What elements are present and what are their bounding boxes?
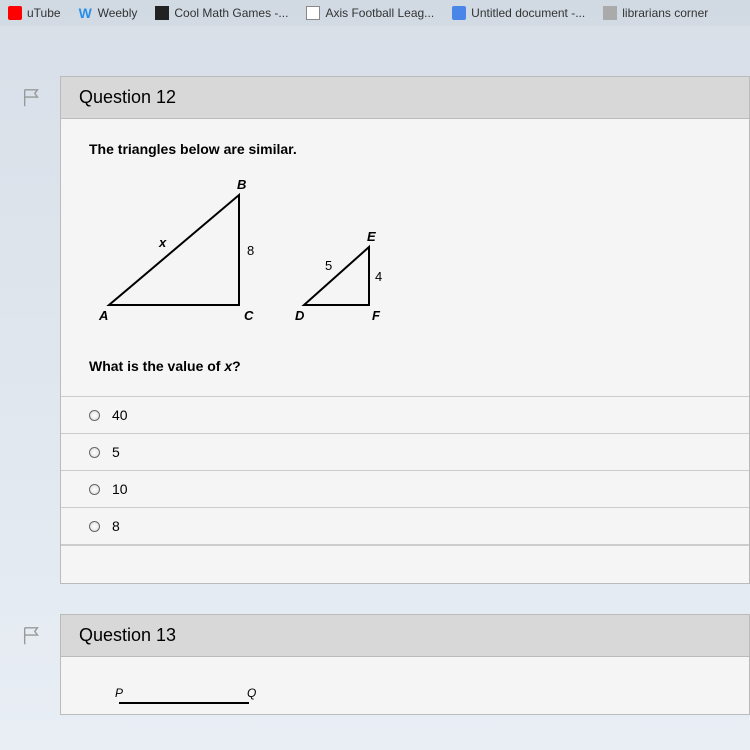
- content: Question 12 The triangles below are simi…: [0, 76, 750, 715]
- tri1-label-x: x: [158, 235, 167, 250]
- flag-icon: [21, 625, 43, 647]
- question-body: The triangles below are similar. B A C x…: [61, 119, 749, 396]
- option-8[interactable]: 8: [61, 507, 749, 545]
- tri1-label-8: 8: [247, 243, 254, 258]
- option-label: 10: [112, 481, 128, 497]
- axis-icon: [306, 6, 320, 20]
- option-10[interactable]: 10: [61, 470, 749, 507]
- bookmark-label: uTube: [27, 6, 61, 20]
- tri2-label-5: 5: [325, 258, 332, 273]
- tri2-label-d: D: [295, 308, 305, 323]
- bookmark-coolmath[interactable]: Cool Math Games -...: [155, 6, 288, 20]
- tri1-label-a: A: [98, 308, 108, 323]
- tri1-label-c: C: [244, 308, 254, 323]
- youtube-icon: [8, 6, 22, 20]
- bookmark-docs[interactable]: Untitled document -...: [452, 6, 585, 20]
- tri1-label-b: B: [237, 177, 246, 192]
- bookmark-label: Cool Math Games -...: [174, 6, 288, 20]
- question-title: Question 13: [61, 615, 749, 657]
- question-title: Question 12: [61, 77, 749, 119]
- flag-button[interactable]: [21, 87, 45, 111]
- radio-icon: [89, 410, 100, 421]
- bookmark-weebly[interactable]: W Weebly: [79, 6, 138, 20]
- bookmark-label: librarians corner: [622, 6, 708, 20]
- question-body: P Q: [61, 657, 749, 714]
- label-q: Q: [247, 686, 256, 700]
- bookmark-axis[interactable]: Axis Football Leag...: [306, 6, 434, 20]
- docs-icon: [452, 6, 466, 20]
- question-sub: What is the value of x?: [89, 358, 721, 374]
- label-p: P: [115, 686, 123, 700]
- bookmark-librarians[interactable]: librarians corner: [603, 6, 708, 20]
- option-5[interactable]: 5: [61, 433, 749, 470]
- flag-button[interactable]: [21, 625, 45, 649]
- option-40[interactable]: 40: [61, 396, 749, 433]
- question-12: Question 12 The triangles below are simi…: [60, 76, 750, 584]
- bookmark-label: Axis Football Leag...: [325, 6, 434, 20]
- flag-icon: [21, 87, 43, 109]
- spacer: [61, 545, 749, 583]
- question-13: Question 13 P Q: [60, 614, 750, 715]
- answer-options: 40 5 10 8: [61, 396, 749, 545]
- radio-icon: [89, 484, 100, 495]
- question-prompt: The triangles below are similar.: [89, 141, 721, 157]
- triangles-diagram: B A C x 8 E D F 5 4: [89, 175, 721, 340]
- option-label: 40: [112, 407, 128, 423]
- tri2-label-e: E: [367, 229, 376, 244]
- bookmark-label: Weebly: [98, 6, 138, 20]
- bookmark-youtube[interactable]: uTube: [8, 6, 61, 20]
- bookmark-label: Untitled document -...: [471, 6, 585, 20]
- option-label: 8: [112, 518, 120, 534]
- tri2-label-f: F: [372, 308, 381, 323]
- tri2-label-4: 4: [375, 269, 382, 284]
- partial-diagram: P Q: [89, 679, 289, 709]
- radio-icon: [89, 447, 100, 458]
- option-label: 5: [112, 444, 120, 460]
- bookmarks-bar: uTube W Weebly Cool Math Games -... Axis…: [0, 0, 750, 26]
- weebly-icon: W: [79, 6, 93, 20]
- radio-icon: [89, 521, 100, 532]
- coolmath-icon: [155, 6, 169, 20]
- librarians-icon: [603, 6, 617, 20]
